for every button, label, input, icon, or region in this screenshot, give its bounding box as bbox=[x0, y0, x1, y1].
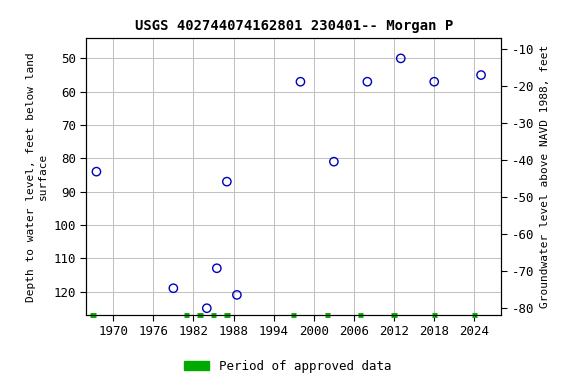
Point bbox=[232, 292, 241, 298]
Point bbox=[202, 305, 211, 311]
Point bbox=[169, 285, 178, 291]
Point bbox=[92, 169, 101, 175]
Point bbox=[476, 72, 486, 78]
Y-axis label: Depth to water level, feet below land
surface: Depth to water level, feet below land su… bbox=[26, 52, 48, 301]
Y-axis label: Groundwater level above NAVD 1988, feet: Groundwater level above NAVD 1988, feet bbox=[540, 45, 550, 308]
Point bbox=[296, 79, 305, 85]
Legend: Period of approved data: Period of approved data bbox=[179, 355, 397, 378]
Point bbox=[396, 55, 406, 61]
Point bbox=[363, 79, 372, 85]
Point bbox=[329, 159, 339, 165]
Point bbox=[430, 79, 439, 85]
Point bbox=[222, 179, 232, 185]
Point bbox=[212, 265, 221, 271]
Title: USGS 402744074162801 230401-- Morgan P: USGS 402744074162801 230401-- Morgan P bbox=[135, 19, 453, 33]
